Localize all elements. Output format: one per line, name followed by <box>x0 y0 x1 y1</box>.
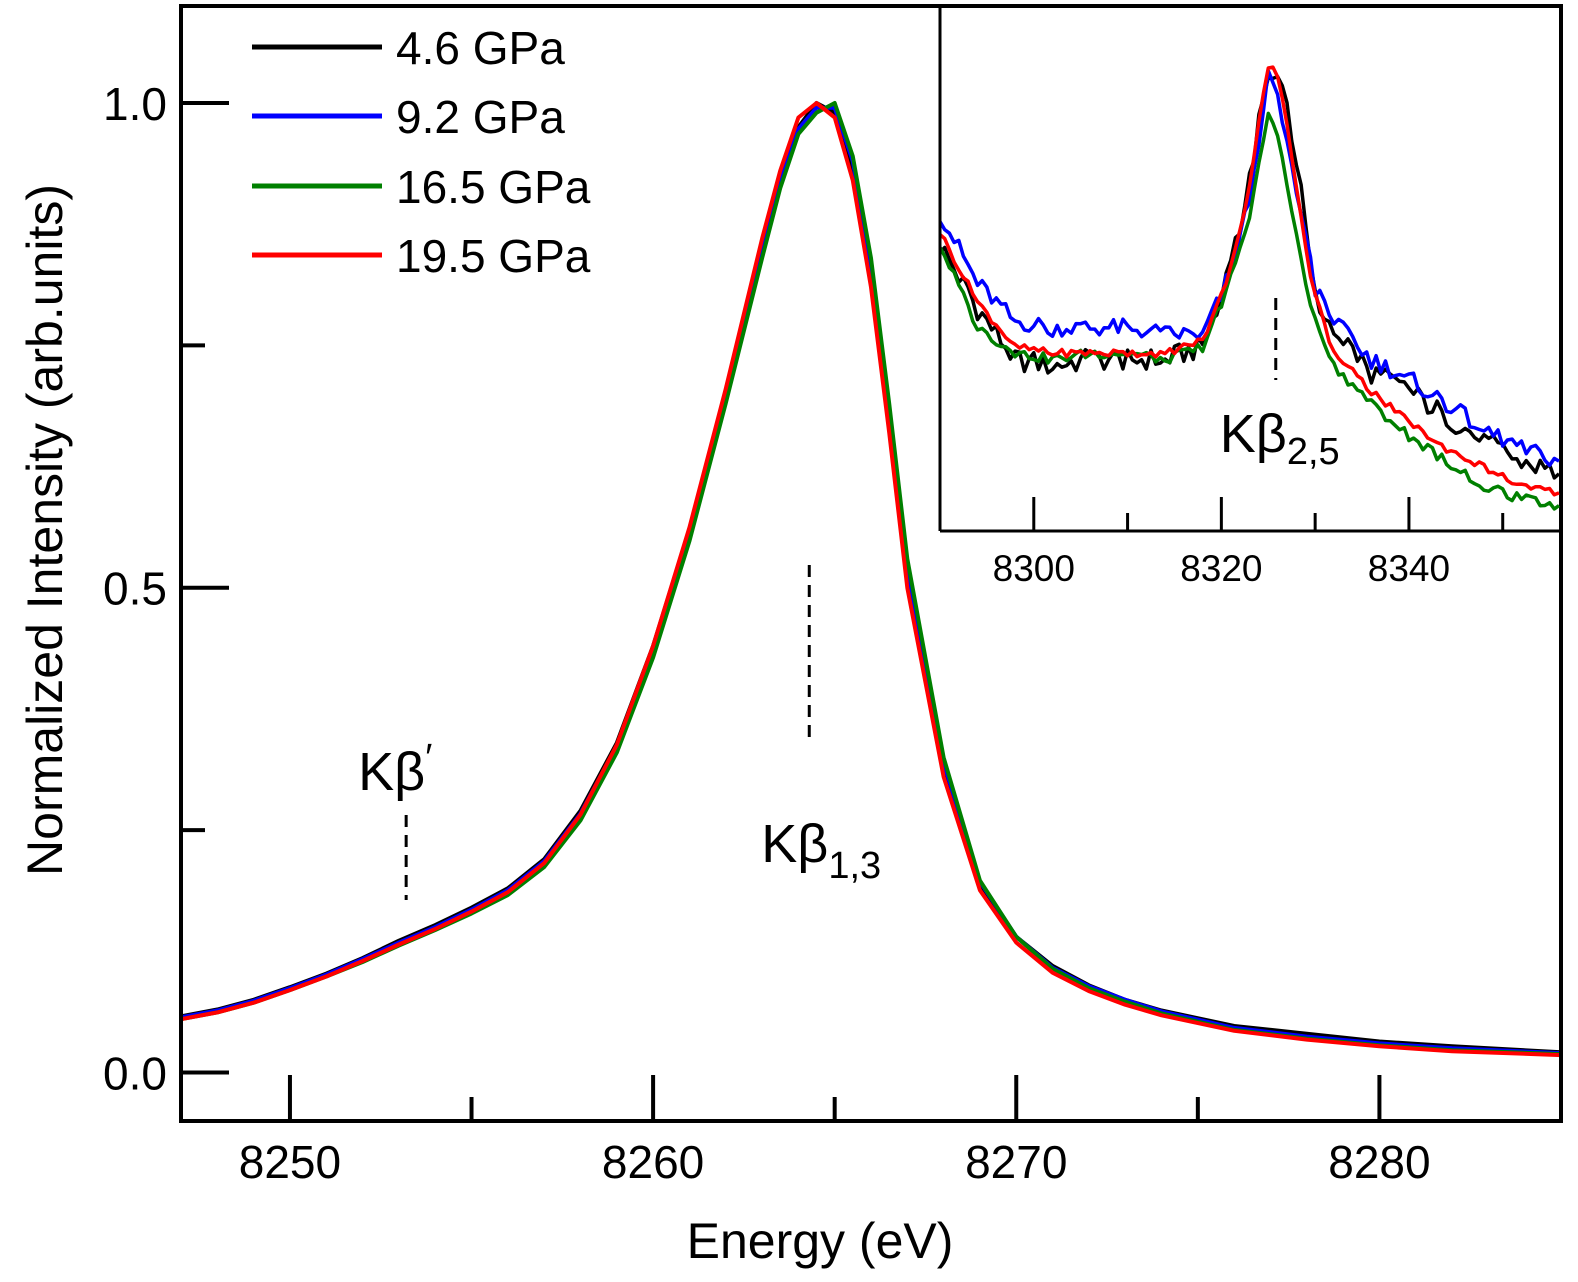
legend-entry: 16.5 GPa <box>252 161 591 213</box>
x-tick-label: 8280 <box>1328 1136 1430 1188</box>
y-axis-title: Normalized Intensity (arb.units) <box>17 184 73 876</box>
legend-label: 16.5 GPa <box>396 161 591 213</box>
main-x-ticks: 8250 8260 8270 8280 <box>239 1075 1431 1188</box>
legend-entry: 19.5 GPa <box>252 230 591 282</box>
inset-series-line <box>938 65 1560 497</box>
inset-background <box>940 8 1559 531</box>
y-tick-label: 0.5 <box>103 563 167 615</box>
inset-series-line <box>938 111 1561 511</box>
inset-x-ticks: 8300 8320 8340 <box>993 497 1505 589</box>
y-tick-label: 0.0 <box>103 1048 167 1100</box>
legend-label: 19.5 GPa <box>396 230 591 282</box>
legend-entry: 9.2 GPa <box>252 91 565 143</box>
peak-label: Kβ′ <box>358 737 432 802</box>
inset-series-line <box>938 68 1560 468</box>
inset-x-tick-label: 8320 <box>1180 548 1262 589</box>
inset-x-tick-label: 8340 <box>1368 548 1450 589</box>
x-tick-label: 8250 <box>239 1136 341 1188</box>
main-y-ticks: 0.0 0.5 1.0 <box>103 78 229 1100</box>
main-series-lines <box>180 101 1562 1058</box>
main-plot: 8250 8260 8270 8280 0.0 0.5 1.0 Kβ′ Kβ1,3 Ener… <box>17 4 1563 1269</box>
inset-x-tick-label: 8300 <box>993 548 1075 589</box>
legend-label: 4.6 GPa <box>396 22 565 74</box>
main-plot-frame <box>179 4 1563 1123</box>
x-tick-label: 8270 <box>965 1136 1067 1188</box>
inset-series-line <box>938 74 1561 480</box>
x-axis-title: Energy (eV) <box>687 1213 954 1269</box>
x-tick-label: 8260 <box>602 1136 704 1188</box>
legend-entry: 4.6 GPa <box>252 22 565 74</box>
peak-label: Kβ1,3 <box>761 814 881 887</box>
inset-plot: 8300 8320 8340 Kβ2,5 <box>938 6 1561 589</box>
legend-label: 9.2 GPa <box>396 91 565 143</box>
series-line <box>180 101 1562 1058</box>
legend: 4.6 GPa 9.2 GPa 16.5 GPa 19.5 GPa <box>252 22 591 282</box>
y-tick-label: 1.0 <box>103 78 167 130</box>
inset-series-lines <box>938 65 1561 511</box>
